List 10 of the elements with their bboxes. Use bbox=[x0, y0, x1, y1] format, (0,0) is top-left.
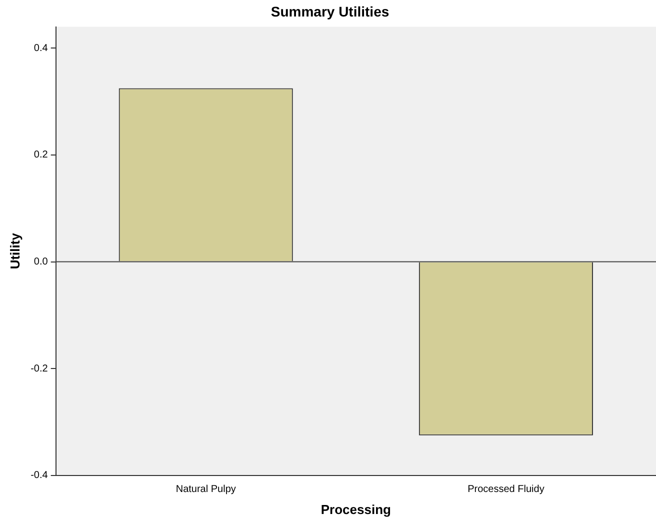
y-tick-label: 0.4 bbox=[34, 42, 48, 54]
x-axis-title: Processing bbox=[320, 502, 392, 517]
x-tick-label: Processed Fluidy bbox=[468, 484, 544, 496]
y-axis-title: Utility bbox=[7, 232, 22, 270]
y-tick-label: -0.2 bbox=[30, 363, 48, 374]
x-tick-label: Natural Pulpy bbox=[176, 484, 236, 496]
y-tick-label: 0.2 bbox=[34, 150, 48, 161]
y-tick-label: -0.4 bbox=[30, 470, 48, 482]
y-tick-label: 0.0 bbox=[34, 256, 48, 268]
chart-title: Summary Utilities bbox=[270, 3, 390, 20]
